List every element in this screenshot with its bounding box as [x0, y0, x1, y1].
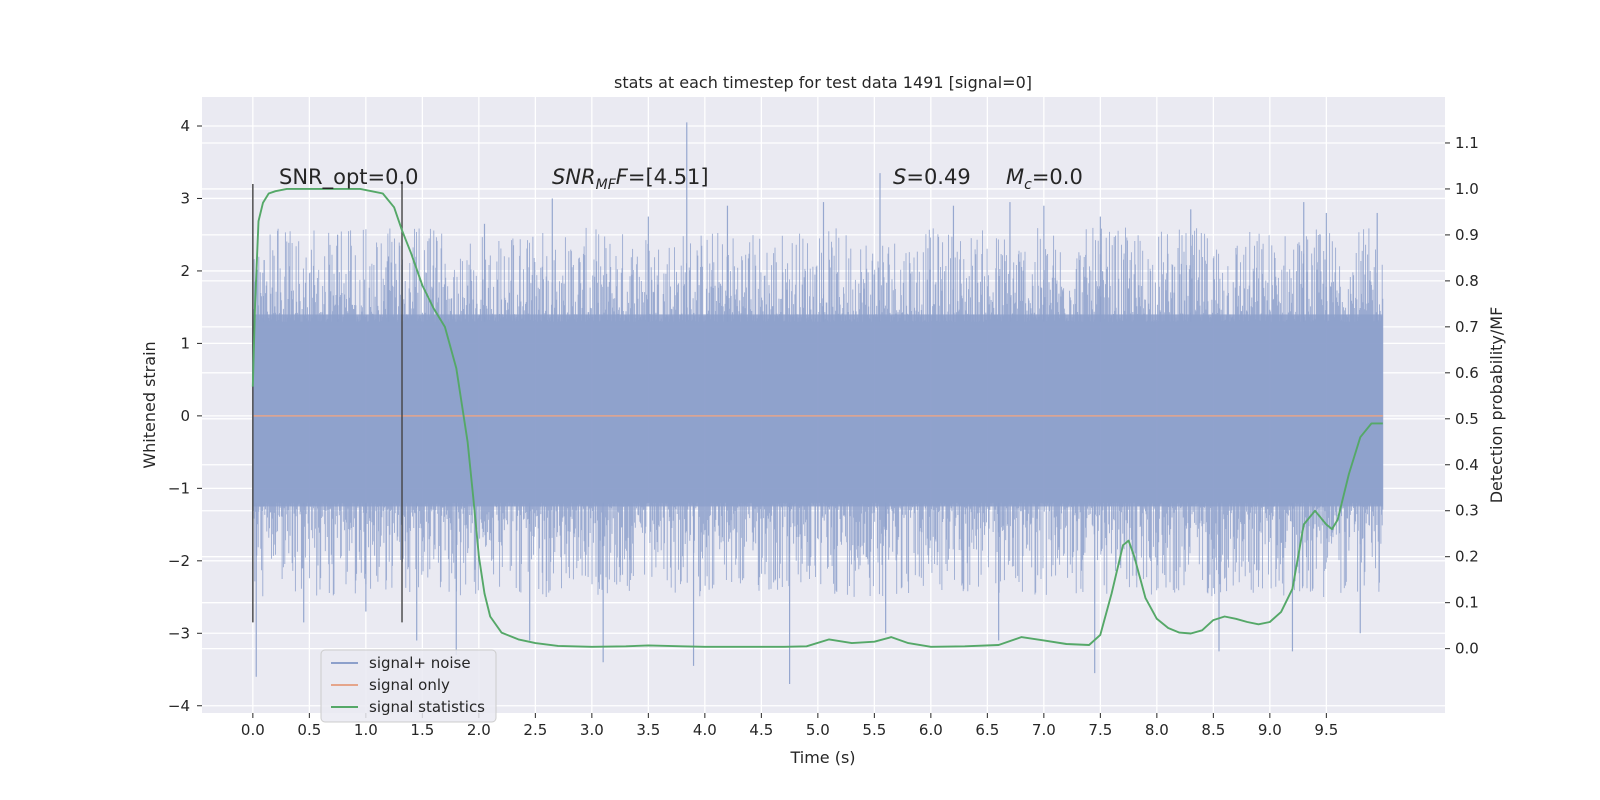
annotation-snr-mf: SNRMFF=[4.51]	[552, 165, 709, 193]
annotation-s: S=0.49	[893, 165, 971, 189]
x-tick-label: 7.5	[1088, 721, 1112, 739]
annotation-snr-mf-value: =[4.51]	[628, 165, 709, 189]
y2-axis-ticks: 1.1 1.0 0.9 0.8 0.7 0.6 0.5 0.4 0.3 0.2 0.1 0.0	[1445, 134, 1479, 658]
legend-entry-signal: signal only	[369, 676, 450, 694]
x-tick-label: 6.0	[919, 721, 943, 739]
y-tick-label: −2	[168, 552, 190, 570]
x-tick-label: 8.0	[1145, 721, 1169, 739]
x-tick-label: 0.0	[241, 721, 265, 739]
x-tick-label: 4.0	[693, 721, 717, 739]
x-tick-label: 8.5	[1201, 721, 1225, 739]
signal-statistics-line	[251, 187, 1383, 648]
y2-tick-label: 0.6	[1455, 364, 1479, 382]
annotation-snr-opt: SNR_opt=0.0	[279, 165, 419, 190]
chart-title: stats at each timestep for test data 149…	[614, 73, 1032, 92]
x-tick-label: 6.5	[975, 721, 999, 739]
x-tick-label: 1.0	[354, 721, 378, 739]
annotation-snr-mf-symbol: SNR	[552, 165, 596, 189]
x-tick-label: 4.5	[749, 721, 773, 739]
series-signal-statistics	[251, 187, 1383, 648]
y2-tick-label: 0.4	[1455, 456, 1479, 474]
y-tick-label: −1	[168, 479, 190, 497]
y-tick-label: 2	[180, 262, 190, 280]
annotation-mc-subscript: c	[1024, 177, 1032, 193]
y-tick-label: −4	[168, 697, 190, 715]
legend-box	[320, 649, 497, 723]
x-tick-label: 2.5	[523, 721, 547, 739]
y-tick-label: 0	[180, 407, 190, 425]
x-axis-ticks: 0.0 0.5 1.0 1.5 2.0 2.5 3.0 3.5 4.0 4.5 5.0 5.5 6.0 6…	[241, 713, 1338, 739]
marker-lines	[252, 183, 403, 623]
y2-tick-label: 0.7	[1455, 318, 1479, 336]
x-tick-label: 2.0	[467, 721, 491, 739]
annotation-mc: Mc=0.0	[1006, 165, 1083, 193]
y-axis-ticks: 4 3 2 1 0 −1 −2 −3 −4	[168, 117, 202, 715]
annotation-mc-symbol: M	[1006, 165, 1024, 189]
y2-tick-label: 1.1	[1455, 134, 1479, 152]
y-tick-label: 1	[180, 334, 190, 352]
y2-tick-label: 0.2	[1455, 548, 1479, 566]
y2-tick-label: 0.0	[1455, 640, 1479, 658]
y2-tick-label: 0.3	[1455, 502, 1479, 520]
y2-tick-label: 0.1	[1455, 594, 1479, 612]
legend-entry-stats: signal statistics	[369, 698, 485, 716]
x-tick-label: 3.5	[636, 721, 660, 739]
annotation-s-value: =0.49	[906, 165, 970, 189]
annotation-snr-mf-subscript: MF	[596, 177, 617, 193]
y-axis-label: Whitened strain	[140, 341, 159, 468]
x-tick-label: 0.5	[297, 721, 321, 739]
legend-entry-noise: signal+ noise	[369, 654, 471, 672]
y-tick-label: 4	[180, 117, 190, 135]
x-tick-label: 9.0	[1258, 721, 1282, 739]
series-signal-plus-noise	[252, 122, 1384, 685]
x-tick-label: 1.5	[410, 721, 434, 739]
x-tick-label: 7.0	[1032, 721, 1056, 739]
x-tick-label: 5.0	[806, 721, 830, 739]
y2-axis-label: Detection probability/MF	[1487, 307, 1506, 504]
y2-tick-label: 0.5	[1455, 410, 1479, 428]
y-tick-label: 3	[180, 189, 190, 207]
x-axis-label: Time (s)	[789, 748, 855, 767]
y2-tick-label: 0.9	[1455, 226, 1479, 244]
legend: signal+ noise signal only signal statist…	[320, 649, 497, 723]
y2-tick-label: 0.8	[1455, 272, 1479, 290]
x-tick-label: 5.5	[862, 721, 886, 739]
y2-tick-label: 1.0	[1455, 180, 1479, 198]
y-tick-label: −3	[168, 624, 190, 642]
annotation-s-symbol: S	[893, 165, 906, 189]
x-tick-label: 9.5	[1314, 721, 1338, 739]
annotation-mc-value: =0.0	[1032, 165, 1083, 189]
x-tick-label: 3.0	[580, 721, 604, 739]
